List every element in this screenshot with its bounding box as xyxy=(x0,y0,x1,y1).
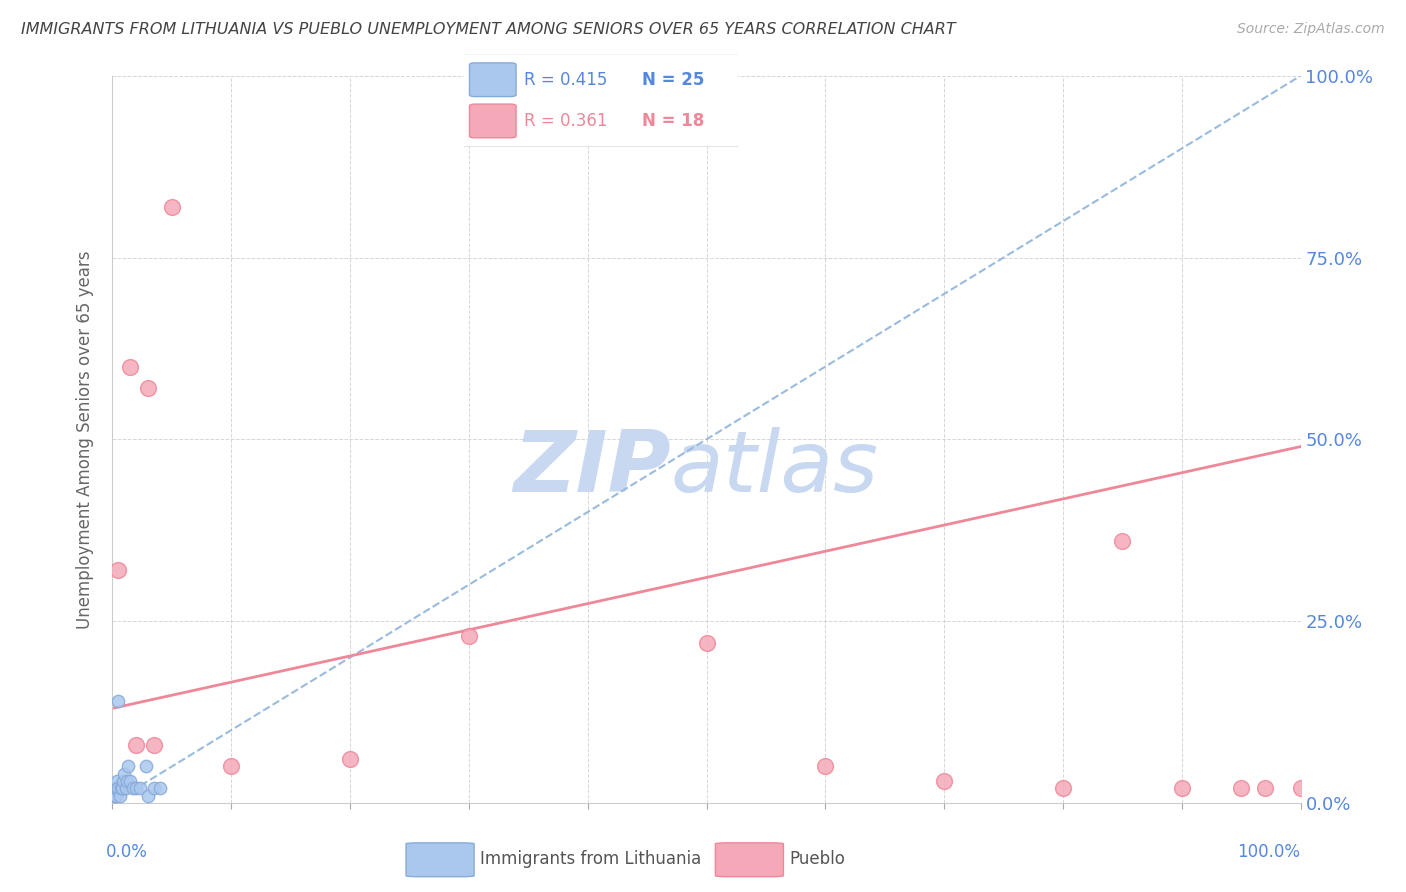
Point xyxy=(105,781,128,796)
Point xyxy=(105,781,128,796)
Text: R = 0.415: R = 0.415 xyxy=(524,70,607,88)
Point xyxy=(120,359,142,374)
FancyBboxPatch shape xyxy=(716,843,783,877)
Point xyxy=(105,789,128,803)
Point xyxy=(696,636,718,650)
FancyBboxPatch shape xyxy=(461,54,741,147)
FancyBboxPatch shape xyxy=(406,843,474,877)
Point xyxy=(125,781,148,796)
Text: 100.0%: 100.0% xyxy=(1237,843,1301,861)
Point xyxy=(136,381,159,395)
Point xyxy=(1230,781,1253,796)
Point xyxy=(110,781,132,796)
Text: Immigrants from Lithuania: Immigrants from Lithuania xyxy=(481,849,702,868)
Point xyxy=(112,766,135,780)
Point xyxy=(1111,534,1133,549)
Text: Source: ZipAtlas.com: Source: ZipAtlas.com xyxy=(1237,22,1385,37)
Text: atlas: atlas xyxy=(671,427,879,510)
Point xyxy=(1170,781,1192,796)
Point xyxy=(103,789,125,803)
Text: ZIP: ZIP xyxy=(513,427,671,510)
Point xyxy=(105,774,128,789)
Point xyxy=(112,774,135,789)
Point xyxy=(107,563,129,577)
Point xyxy=(135,759,157,773)
Y-axis label: Unemployment Among Seniors over 65 years: Unemployment Among Seniors over 65 years xyxy=(76,250,94,629)
Point xyxy=(115,774,138,789)
Point xyxy=(114,781,136,796)
Text: N = 25: N = 25 xyxy=(643,70,704,88)
Point xyxy=(121,781,143,796)
Point xyxy=(219,759,242,773)
Text: 0.0%: 0.0% xyxy=(105,843,148,861)
Point xyxy=(934,774,956,789)
Point xyxy=(814,759,837,773)
Point xyxy=(1052,781,1074,796)
Point xyxy=(143,781,166,796)
FancyBboxPatch shape xyxy=(470,104,516,138)
Point xyxy=(339,752,361,766)
Point xyxy=(120,774,142,789)
Point xyxy=(104,781,127,796)
FancyBboxPatch shape xyxy=(470,63,516,96)
Point xyxy=(136,789,159,803)
Point xyxy=(108,789,131,803)
Point xyxy=(104,789,127,803)
Point xyxy=(1289,781,1312,796)
Point xyxy=(149,781,172,796)
Point xyxy=(458,629,481,643)
Point xyxy=(128,781,150,796)
Text: Pueblo: Pueblo xyxy=(790,849,845,868)
Point xyxy=(160,200,183,214)
Point xyxy=(107,694,129,708)
Point xyxy=(107,781,129,796)
Point xyxy=(143,738,166,752)
Text: IMMIGRANTS FROM LITHUANIA VS PUEBLO UNEMPLOYMENT AMONG SENIORS OVER 65 YEARS COR: IMMIGRANTS FROM LITHUANIA VS PUEBLO UNEM… xyxy=(21,22,956,37)
Point xyxy=(125,738,148,752)
Text: N = 18: N = 18 xyxy=(643,112,704,130)
Point xyxy=(111,781,134,796)
Point xyxy=(117,759,139,773)
Text: R = 0.361: R = 0.361 xyxy=(524,112,607,130)
Point xyxy=(1254,781,1277,796)
